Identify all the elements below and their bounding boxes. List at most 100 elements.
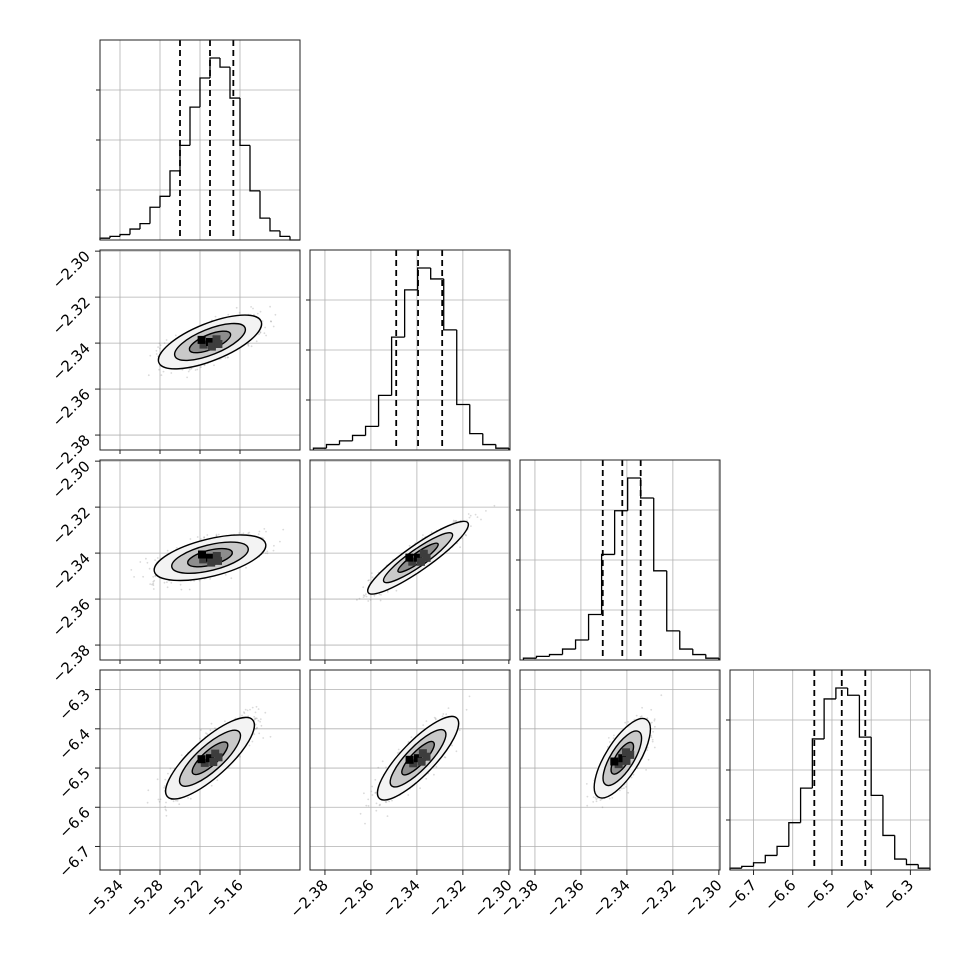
histogram-bin bbox=[312, 447, 327, 450]
histogram-bin bbox=[905, 859, 919, 866]
scatter-point bbox=[453, 520, 456, 523]
scatter-point bbox=[238, 311, 241, 314]
histogram-bin bbox=[823, 698, 836, 739]
density-core-cell bbox=[414, 553, 422, 562]
scatter-point bbox=[190, 367, 193, 370]
scatter-point bbox=[493, 504, 496, 507]
density-core-cell bbox=[212, 335, 221, 344]
scatter-point bbox=[378, 593, 381, 596]
histogram-bin bbox=[613, 510, 628, 555]
scatter-point bbox=[166, 581, 168, 584]
scatter-point bbox=[247, 345, 250, 347]
scatter-point bbox=[224, 357, 227, 359]
scatter-point bbox=[356, 599, 358, 601]
scatter-point bbox=[255, 340, 258, 343]
scatter-panel-2-0 bbox=[99, 459, 301, 661]
density-core-cell bbox=[214, 340, 223, 348]
scatter-point bbox=[245, 566, 247, 569]
scatter-point bbox=[370, 572, 373, 575]
histogram-frame bbox=[519, 459, 721, 661]
scatter-point bbox=[265, 530, 267, 533]
scatter-point bbox=[259, 331, 262, 333]
scatter-point bbox=[242, 532, 245, 535]
scatter-point bbox=[395, 589, 398, 592]
scatter-point bbox=[206, 534, 209, 536]
scatter-point bbox=[152, 582, 155, 585]
histogram-panel-1 bbox=[306, 249, 511, 451]
scatter-point bbox=[480, 518, 482, 521]
histogram-panel-2 bbox=[516, 459, 721, 661]
scatter-point bbox=[257, 533, 260, 535]
scatter-point bbox=[362, 594, 365, 597]
scatter-point bbox=[170, 372, 173, 374]
scatter-point bbox=[367, 600, 370, 602]
scatter-point bbox=[174, 334, 177, 337]
histogram-bin bbox=[189, 106, 200, 146]
scatter-point bbox=[459, 546, 461, 549]
density-core-cell bbox=[199, 555, 208, 564]
histogram-bin bbox=[351, 434, 366, 441]
scatter-point bbox=[188, 368, 191, 371]
scatter-point bbox=[466, 519, 468, 522]
scatter-point bbox=[152, 575, 155, 578]
histogram-bin bbox=[917, 864, 930, 869]
scatter-point bbox=[154, 575, 157, 577]
scatter-point bbox=[262, 537, 265, 540]
histogram-bin bbox=[574, 639, 589, 650]
scatter-point bbox=[259, 310, 262, 313]
histogram-bin bbox=[209, 57, 220, 79]
histogram-bin bbox=[811, 738, 825, 789]
scatter-point bbox=[247, 342, 250, 345]
scatter-point bbox=[180, 588, 183, 591]
scatter-point bbox=[261, 320, 264, 323]
scatter-point bbox=[226, 356, 229, 359]
scatter-point bbox=[159, 344, 162, 347]
density-core-cell bbox=[207, 342, 216, 351]
scatter-point bbox=[152, 580, 155, 583]
scatter-point bbox=[196, 536, 199, 538]
density-core-cell bbox=[212, 552, 221, 560]
scatter-point bbox=[274, 313, 277, 316]
histogram-bin bbox=[325, 443, 340, 449]
histogram-bin bbox=[764, 854, 778, 863]
scatter-point bbox=[408, 544, 411, 547]
scatter-point bbox=[264, 552, 267, 555]
scatter-point bbox=[153, 579, 156, 582]
scatter-point bbox=[196, 368, 199, 371]
histogram-bin bbox=[430, 268, 444, 280]
scatter-point bbox=[213, 364, 215, 367]
scatter-point bbox=[367, 579, 370, 582]
histogram-panel-3 bbox=[726, 669, 931, 871]
scatter-point bbox=[430, 531, 433, 533]
scatter-point bbox=[170, 581, 173, 584]
scatter-point bbox=[379, 599, 382, 602]
histogram-bin bbox=[249, 145, 260, 192]
histogram-bin bbox=[456, 329, 470, 406]
scatter-point bbox=[148, 567, 151, 570]
scatter-point bbox=[166, 586, 169, 589]
scatter-point bbox=[358, 597, 361, 600]
histogram-bin bbox=[417, 267, 431, 290]
scatter-panel-1-0 bbox=[99, 249, 301, 451]
scatter-point bbox=[238, 532, 241, 534]
scatter-point bbox=[215, 533, 218, 536]
panels bbox=[96, 39, 931, 871]
scatter-point bbox=[187, 370, 190, 373]
scatter-point bbox=[265, 334, 267, 337]
histogram-bin bbox=[666, 570, 680, 632]
scatter-point bbox=[362, 596, 365, 598]
scatter-point bbox=[252, 307, 254, 310]
histogram-bin bbox=[377, 394, 392, 427]
histogram-bin bbox=[705, 654, 719, 659]
histogram-bin bbox=[835, 687, 848, 699]
histogram-bin bbox=[199, 77, 210, 108]
histogram-bin bbox=[535, 655, 550, 659]
scatter-point bbox=[455, 519, 457, 522]
histogram-bin bbox=[443, 278, 457, 331]
scatter-point bbox=[270, 320, 272, 323]
density-core-cell bbox=[197, 335, 206, 344]
scatter-point bbox=[163, 342, 166, 344]
scatter-point bbox=[200, 366, 202, 369]
scatter-point bbox=[133, 576, 136, 578]
